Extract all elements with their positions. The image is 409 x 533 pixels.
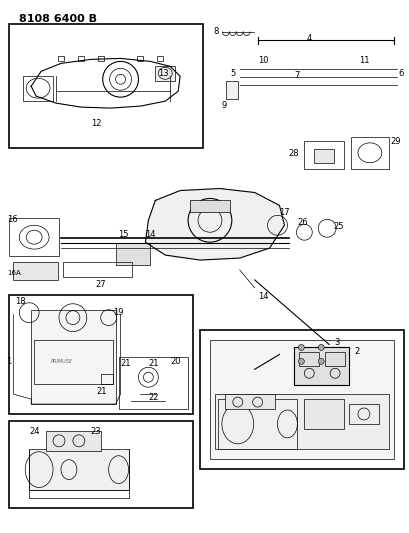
Bar (303, 141, 343, 168)
Text: PRIMUSE: PRIMUSE (51, 359, 73, 364)
Bar (46, 431, 101, 451)
Bar (214, 394, 388, 449)
Text: 10: 10 (257, 56, 267, 66)
Text: 26: 26 (297, 219, 307, 228)
Bar (313, 149, 333, 163)
Polygon shape (145, 189, 284, 260)
Bar (224, 394, 274, 409)
Text: 19: 19 (112, 308, 123, 317)
Bar (155, 67, 175, 81)
Text: 28: 28 (288, 149, 299, 158)
Bar (9, 23, 202, 148)
Text: 18: 18 (15, 297, 26, 306)
Bar (137, 56, 143, 61)
Text: 2: 2 (353, 348, 358, 357)
Bar (190, 200, 229, 212)
Text: 9: 9 (221, 101, 227, 110)
Bar (350, 137, 388, 168)
Bar (9, 295, 193, 414)
Bar (348, 404, 378, 424)
Bar (225, 81, 237, 99)
Bar (299, 352, 319, 366)
Bar (58, 56, 64, 61)
Text: 20: 20 (170, 358, 180, 366)
Text: 7: 7 (294, 71, 299, 80)
Bar (31, 310, 115, 404)
Text: 14: 14 (145, 230, 155, 239)
Text: 8: 8 (212, 27, 218, 36)
Text: 21: 21 (97, 387, 107, 396)
Text: 17: 17 (279, 208, 290, 217)
Text: 16: 16 (7, 215, 18, 224)
Circle shape (317, 358, 324, 365)
Text: 14: 14 (257, 292, 267, 301)
Bar (13, 262, 58, 280)
Bar (23, 76, 53, 101)
Bar (29, 449, 128, 490)
Bar (294, 348, 348, 385)
Text: 15: 15 (118, 230, 129, 239)
Text: 11: 11 (358, 56, 369, 66)
Bar (324, 352, 344, 366)
Text: 6: 6 (398, 69, 403, 78)
Bar (9, 219, 59, 256)
Bar (101, 374, 112, 384)
Bar (118, 358, 188, 409)
Circle shape (298, 344, 303, 350)
Circle shape (317, 344, 324, 350)
Text: 1: 1 (6, 358, 11, 366)
Text: 4: 4 (306, 34, 311, 43)
Text: 12: 12 (90, 119, 101, 128)
Bar (97, 56, 103, 61)
Text: 27: 27 (95, 280, 106, 289)
Text: 29: 29 (390, 137, 400, 146)
Text: 5: 5 (230, 69, 235, 78)
Text: 16A: 16A (7, 270, 21, 276)
Bar (303, 399, 343, 429)
Bar (115, 243, 150, 265)
Text: 25: 25 (333, 222, 343, 231)
Text: 21: 21 (120, 359, 131, 368)
Bar (63, 262, 132, 277)
Bar (200, 329, 402, 469)
Text: 22: 22 (148, 393, 159, 402)
Bar (217, 399, 297, 449)
Bar (78, 56, 83, 61)
Bar (157, 56, 163, 61)
Text: 13: 13 (158, 69, 169, 78)
Text: 23: 23 (90, 427, 101, 436)
Bar (34, 340, 112, 384)
Bar (9, 421, 193, 508)
Text: 24: 24 (29, 427, 40, 436)
Text: 21: 21 (148, 359, 159, 368)
Text: 3: 3 (333, 337, 339, 346)
Circle shape (298, 358, 303, 365)
Text: 8108 6400 B: 8108 6400 B (19, 14, 97, 24)
Bar (209, 340, 393, 459)
